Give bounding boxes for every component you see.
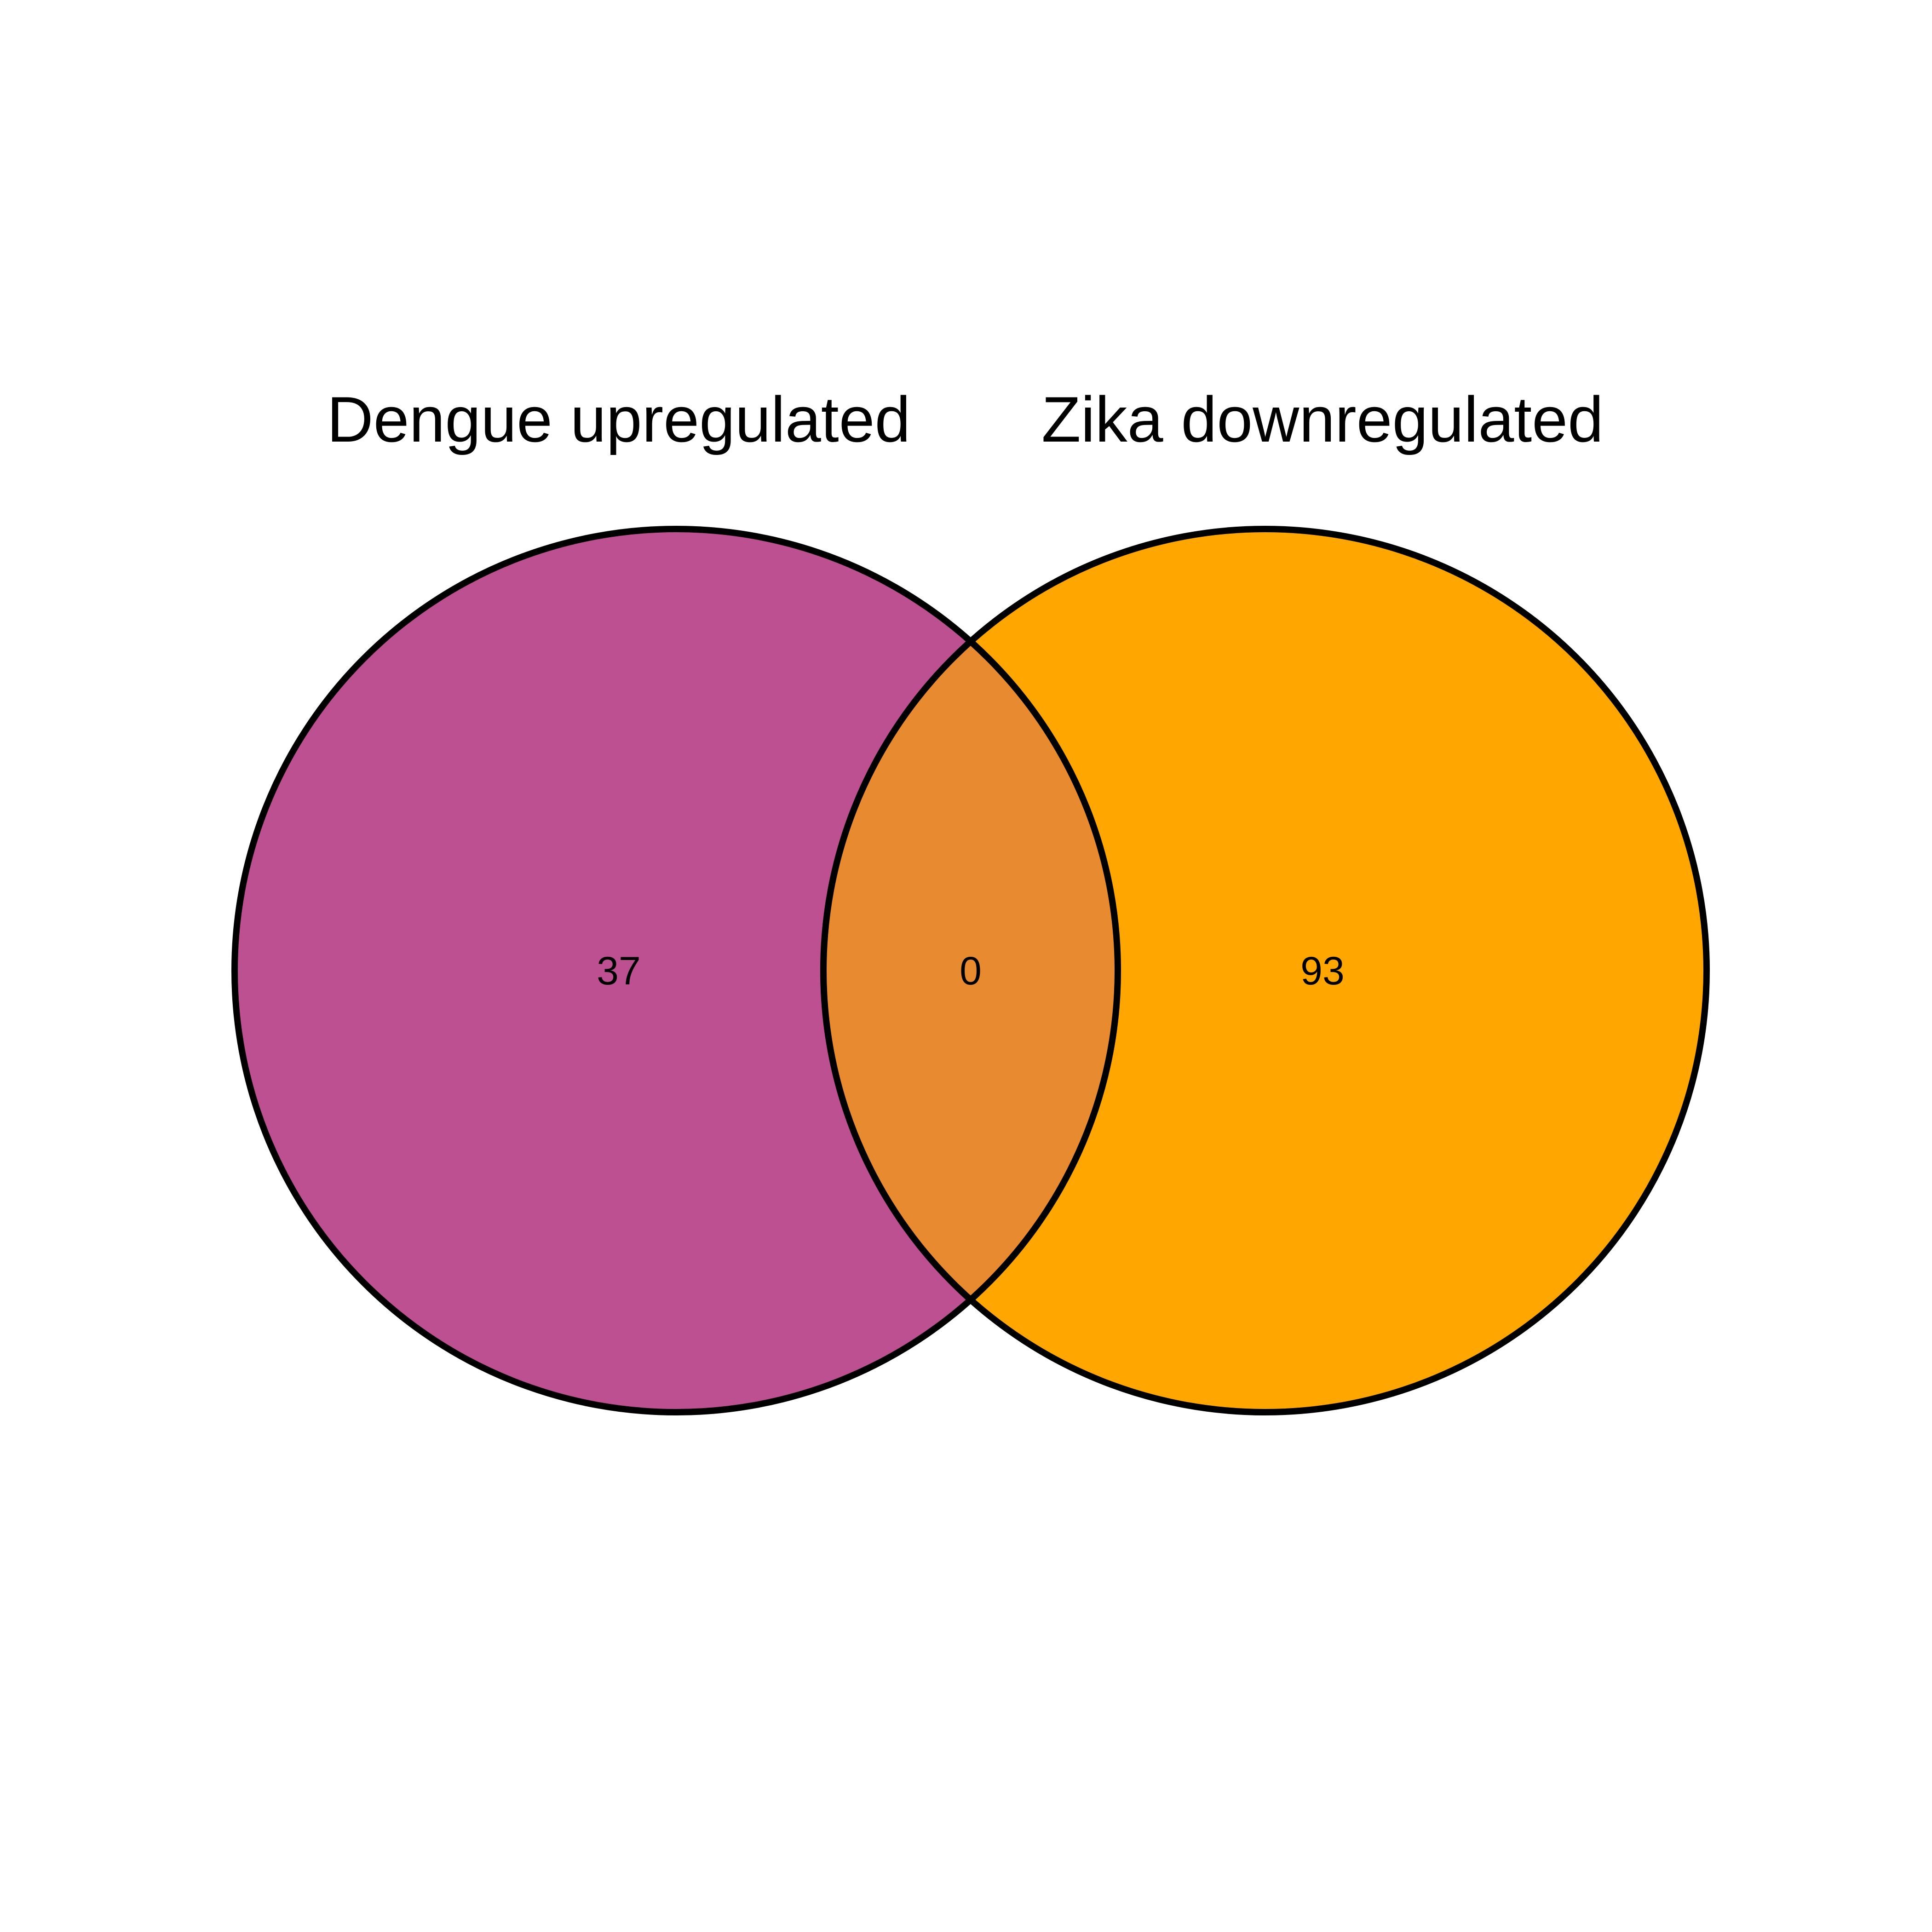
intersection-count: 0	[960, 949, 982, 993]
zika-set-outline	[820, 526, 1710, 1415]
dengue-set-label: Dengue upregulated	[327, 383, 911, 455]
zika-set-label: Zika downregulated	[1041, 383, 1604, 455]
dengue-set-outline	[231, 526, 1121, 1415]
zika-only-count: 93	[1300, 949, 1345, 993]
dengue-only-count: 37	[597, 949, 641, 993]
intersection-region	[823, 529, 1118, 1412]
